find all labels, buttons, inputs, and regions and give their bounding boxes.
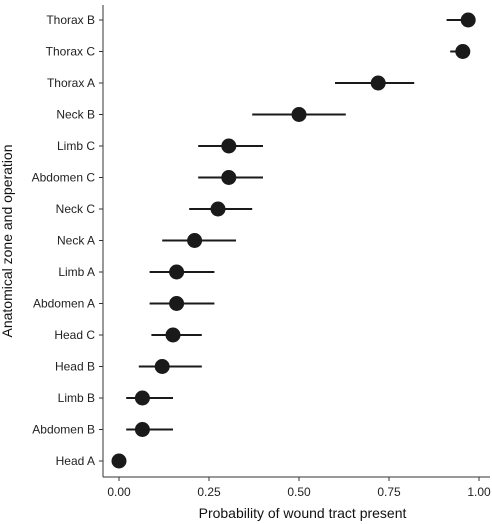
y-tick-label-limb-b: Limb B: [58, 391, 95, 405]
y-tick-label-thorax-a: Thorax A: [47, 76, 95, 90]
x-tick-label-4: 1.00: [467, 485, 491, 499]
x-tick-label-0: 0.00: [107, 485, 131, 499]
y-axis-title: Anatomical zone and operation: [0, 144, 15, 337]
point-thorax-b: [460, 12, 476, 28]
interval-lines: [126, 19, 476, 431]
y-tick-label-abdomen-b: Abdomen B: [32, 423, 95, 437]
x-tick-label-3: 0.75: [377, 485, 401, 499]
point-neck-a: [187, 233, 203, 248]
point-abdomen-c: [221, 170, 237, 185]
point-head-a: [111, 453, 127, 469]
y-tick-label-neck-b: Neck B: [56, 108, 95, 122]
point-head-c: [165, 327, 181, 343]
y-tick-label-head-c: Head C: [54, 328, 95, 342]
x-tick-label-1: 0.25: [197, 485, 221, 499]
y-tick-label-head-b: Head B: [55, 360, 95, 374]
x-axis-ticks: [118, 477, 480, 481]
y-tick-label-abdomen-c: Abdomen C: [32, 171, 96, 185]
y-tick-label-abdomen-a: Abdomen A: [33, 297, 95, 311]
x-axis-title: Probability of wound tract present: [199, 505, 407, 521]
y-axis-tick-labels: Thorax B Thorax C Thorax A Neck B Limb C Abdo…: [32, 13, 96, 468]
y-axis-ticks: [99, 19, 103, 462]
point-limb-a: [169, 264, 185, 280]
y-tick-label-limb-a: Limb A: [58, 265, 95, 279]
y-tick-label-neck-a: Neck A: [57, 234, 95, 248]
y-tick-label-neck-c: Neck C: [56, 202, 96, 216]
point-abdomen-b: [134, 422, 150, 437]
point-limb-c: [221, 138, 237, 154]
point-neck-c: [210, 201, 226, 217]
x-axis-tick-labels: 0.00 0.25 0.50 0.75 1.00: [107, 485, 491, 499]
point-neck-b: [291, 107, 307, 122]
data-points: [111, 12, 476, 469]
y-tick-label-limb-c: Limb C: [57, 139, 95, 153]
point-head-b: [154, 359, 170, 374]
x-tick-label-2: 0.50: [287, 485, 311, 499]
point-thorax-a: [370, 75, 386, 91]
point-thorax-c: [455, 44, 471, 59]
y-tick-label-head-a: Head A: [56, 454, 95, 468]
y-tick-label-thorax-b: Thorax B: [46, 13, 95, 27]
point-limb-b: [134, 390, 150, 406]
point-abdomen-a: [169, 296, 185, 311]
y-tick-label-thorax-c: Thorax C: [46, 45, 96, 59]
